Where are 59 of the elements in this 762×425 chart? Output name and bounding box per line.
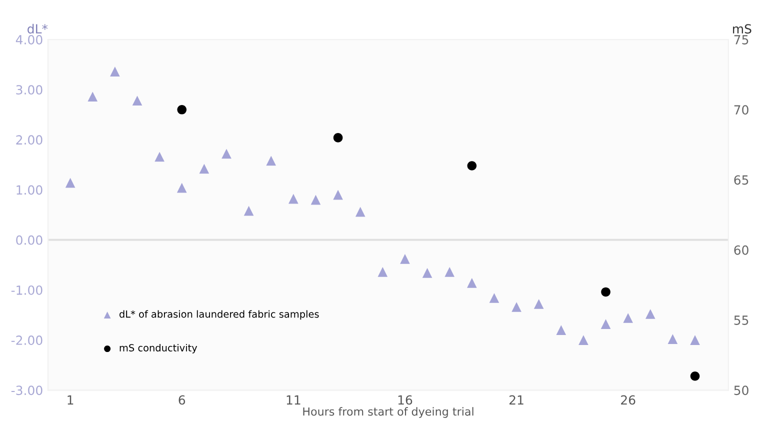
- point: [154, 152, 164, 162]
- y2-tick-label: 70: [734, 105, 748, 115]
- y2-tick-label: 55: [734, 316, 748, 325]
- x-tick-label: 6: [178, 395, 186, 405]
- point: [690, 335, 700, 345]
- point: [333, 133, 343, 142]
- y-tick-label: 4.00: [16, 34, 42, 44]
- x-tick-label: 1: [68, 395, 74, 405]
- point: [668, 334, 678, 344]
- point: [222, 148, 232, 159]
- point: [378, 267, 388, 277]
- y2-tick-label: 60: [734, 245, 748, 255]
- x-tick-label: 26: [621, 395, 636, 405]
- point: [466, 278, 477, 288]
- point: [199, 164, 210, 174]
- y2-tick-label: 75: [734, 35, 748, 44]
- legend-label: dL* of abrasion laundered fabric samples: [120, 310, 319, 320]
- point: [333, 190, 343, 200]
- point: [400, 254, 410, 264]
- x-axis-title: Hours from start of dyeing trial: [303, 407, 474, 418]
- point: [645, 309, 656, 319]
- point: [489, 293, 500, 303]
- y2-axis-title: mS: [733, 24, 752, 34]
- point: [578, 335, 588, 345]
- y-tick-label: 1.00: [16, 185, 42, 195]
- point: [266, 156, 276, 166]
- point: [177, 104, 187, 114]
- point: [556, 325, 566, 335]
- point: [467, 161, 477, 170]
- point: [444, 267, 455, 277]
- point: [88, 92, 98, 102]
- y-tick-label: 2.00: [16, 135, 42, 145]
- point: [534, 299, 544, 309]
- point: [690, 371, 700, 381]
- y2-tick-label: 50: [734, 386, 748, 396]
- point: [132, 96, 142, 106]
- y-tick-label: 3.00: [16, 85, 42, 95]
- y-tick-label: -3.00: [11, 386, 42, 396]
- x-tick-label: 11: [286, 395, 300, 405]
- point: [310, 194, 321, 205]
- point: [65, 178, 76, 188]
- y-axis-title: dL*: [28, 24, 48, 34]
- y-tick-label: -2.00: [11, 336, 42, 345]
- y-tick-label: -1.00: [11, 285, 42, 295]
- x-tick-label: 16: [398, 395, 412, 405]
- y2-tick-label: 65: [734, 175, 748, 185]
- point: [623, 313, 633, 323]
- point: [355, 206, 366, 217]
- point: [110, 66, 120, 76]
- point: [601, 287, 610, 297]
- x-tick-label: 21: [509, 395, 524, 405]
- point: [512, 302, 522, 312]
- point: [600, 319, 611, 329]
- legend-label: mS conductivity: [120, 344, 198, 354]
- y-tick-label: 0.00: [16, 235, 42, 245]
- point: [422, 268, 432, 278]
- point: [288, 194, 298, 204]
- point: [176, 182, 187, 193]
- point: [244, 206, 254, 216]
